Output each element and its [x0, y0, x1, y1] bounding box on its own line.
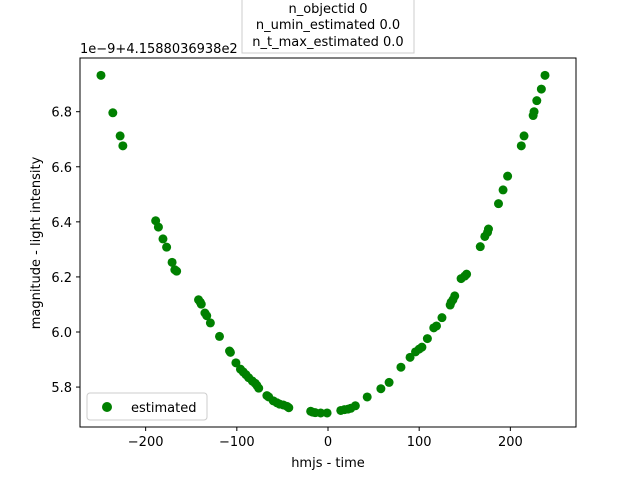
x-axis: −200 −100 0 100 200 [128, 427, 523, 450]
data-point [462, 269, 472, 279]
title-box [241, 0, 415, 54]
data-point [316, 408, 326, 418]
y-tick-label: 6.2 [51, 271, 72, 286]
y-axis: 5.8 6.0 6.2 6.4 6.6 6.8 [51, 106, 80, 396]
x-tick-label: 200 [498, 435, 523, 450]
data-point [167, 257, 177, 267]
x-axis-title: hmjs - time [291, 456, 365, 471]
data-point [437, 313, 447, 323]
data-point [284, 403, 294, 413]
data-point [202, 311, 212, 321]
data-point [172, 266, 182, 276]
data-point [205, 318, 215, 328]
data-point [231, 358, 241, 368]
legend-label: estimated [131, 401, 196, 416]
data-point [225, 347, 235, 357]
data-point [158, 234, 168, 244]
chart-title-line-3: n_t_max_estimated 0.0 [252, 35, 403, 50]
data-point [417, 342, 427, 352]
x-tick-label: 0 [324, 435, 332, 450]
data-point [162, 242, 172, 252]
y-tick-label: 5.8 [51, 381, 72, 396]
data-point [494, 199, 503, 209]
data-points [96, 70, 550, 418]
data-point [475, 242, 485, 252]
y-axis-title: magnitude - light intensity [29, 156, 44, 329]
legend: estimated [86, 392, 208, 421]
y-offset-label: 1e−9+4.1588036938e2 [80, 42, 238, 57]
data-point [376, 384, 386, 394]
data-point [422, 334, 432, 344]
data-point [532, 96, 542, 106]
y-tick-label: 6.0 [51, 326, 72, 341]
data-point [362, 392, 372, 402]
data-point [115, 131, 125, 141]
data-point [118, 141, 128, 151]
data-point [254, 383, 264, 393]
y-tick-label: 6.8 [51, 106, 72, 121]
data-point [153, 222, 163, 232]
x-tick-label: −200 [128, 435, 164, 450]
data-point [396, 362, 406, 372]
data-point [529, 107, 539, 117]
data-point [503, 171, 513, 181]
data-point [96, 70, 106, 80]
legend-marker-icon [102, 402, 112, 412]
data-point [519, 131, 529, 141]
y-tick-label: 6.6 [51, 161, 72, 176]
legend-box [86, 392, 208, 421]
x-tick-label: 100 [407, 435, 432, 450]
chart-title-line-1: n_objectid 0 [288, 2, 367, 17]
data-point [432, 321, 441, 331]
chart-title-line-2: n_umin_estimated 0.0 [256, 18, 400, 33]
data-point [536, 84, 546, 94]
y-tick-label: 6.4 [51, 216, 72, 231]
data-point [540, 70, 550, 80]
data-point [322, 408, 332, 418]
x-tick-label: −100 [219, 435, 255, 450]
data-point [108, 108, 118, 118]
data-point [516, 141, 526, 151]
data-point [450, 291, 460, 301]
data-point [215, 331, 224, 341]
data-point [405, 352, 415, 362]
data-point [350, 401, 360, 411]
data-point [196, 299, 206, 309]
data-point [498, 185, 508, 195]
data-point [483, 224, 493, 234]
data-point [384, 377, 394, 387]
